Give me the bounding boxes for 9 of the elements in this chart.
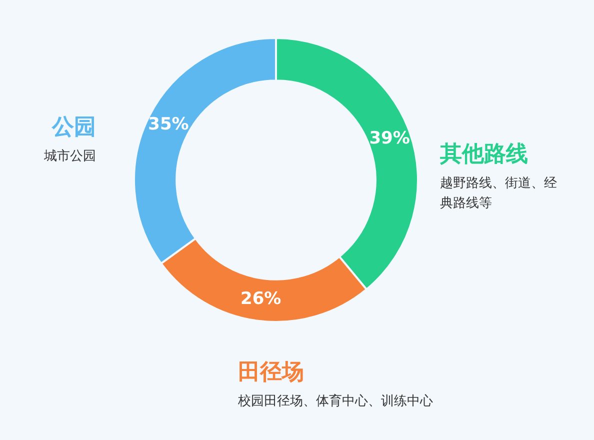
- slice-label: 田径场: [238, 359, 305, 387]
- text: 城市公园: [43, 148, 96, 166]
- slice-label: 其他路线: [440, 141, 529, 169]
- text: 越野路线、街道、经典路线等: [440, 175, 558, 213]
- data-label: 35%: [148, 114, 189, 135]
- data-label: 39%: [369, 128, 410, 149]
- slice-label: 公园: [50, 114, 96, 142]
- text: 校园田径场、体育中心、训练中心: [238, 392, 434, 411]
- data-label: 26%: [240, 289, 282, 310]
